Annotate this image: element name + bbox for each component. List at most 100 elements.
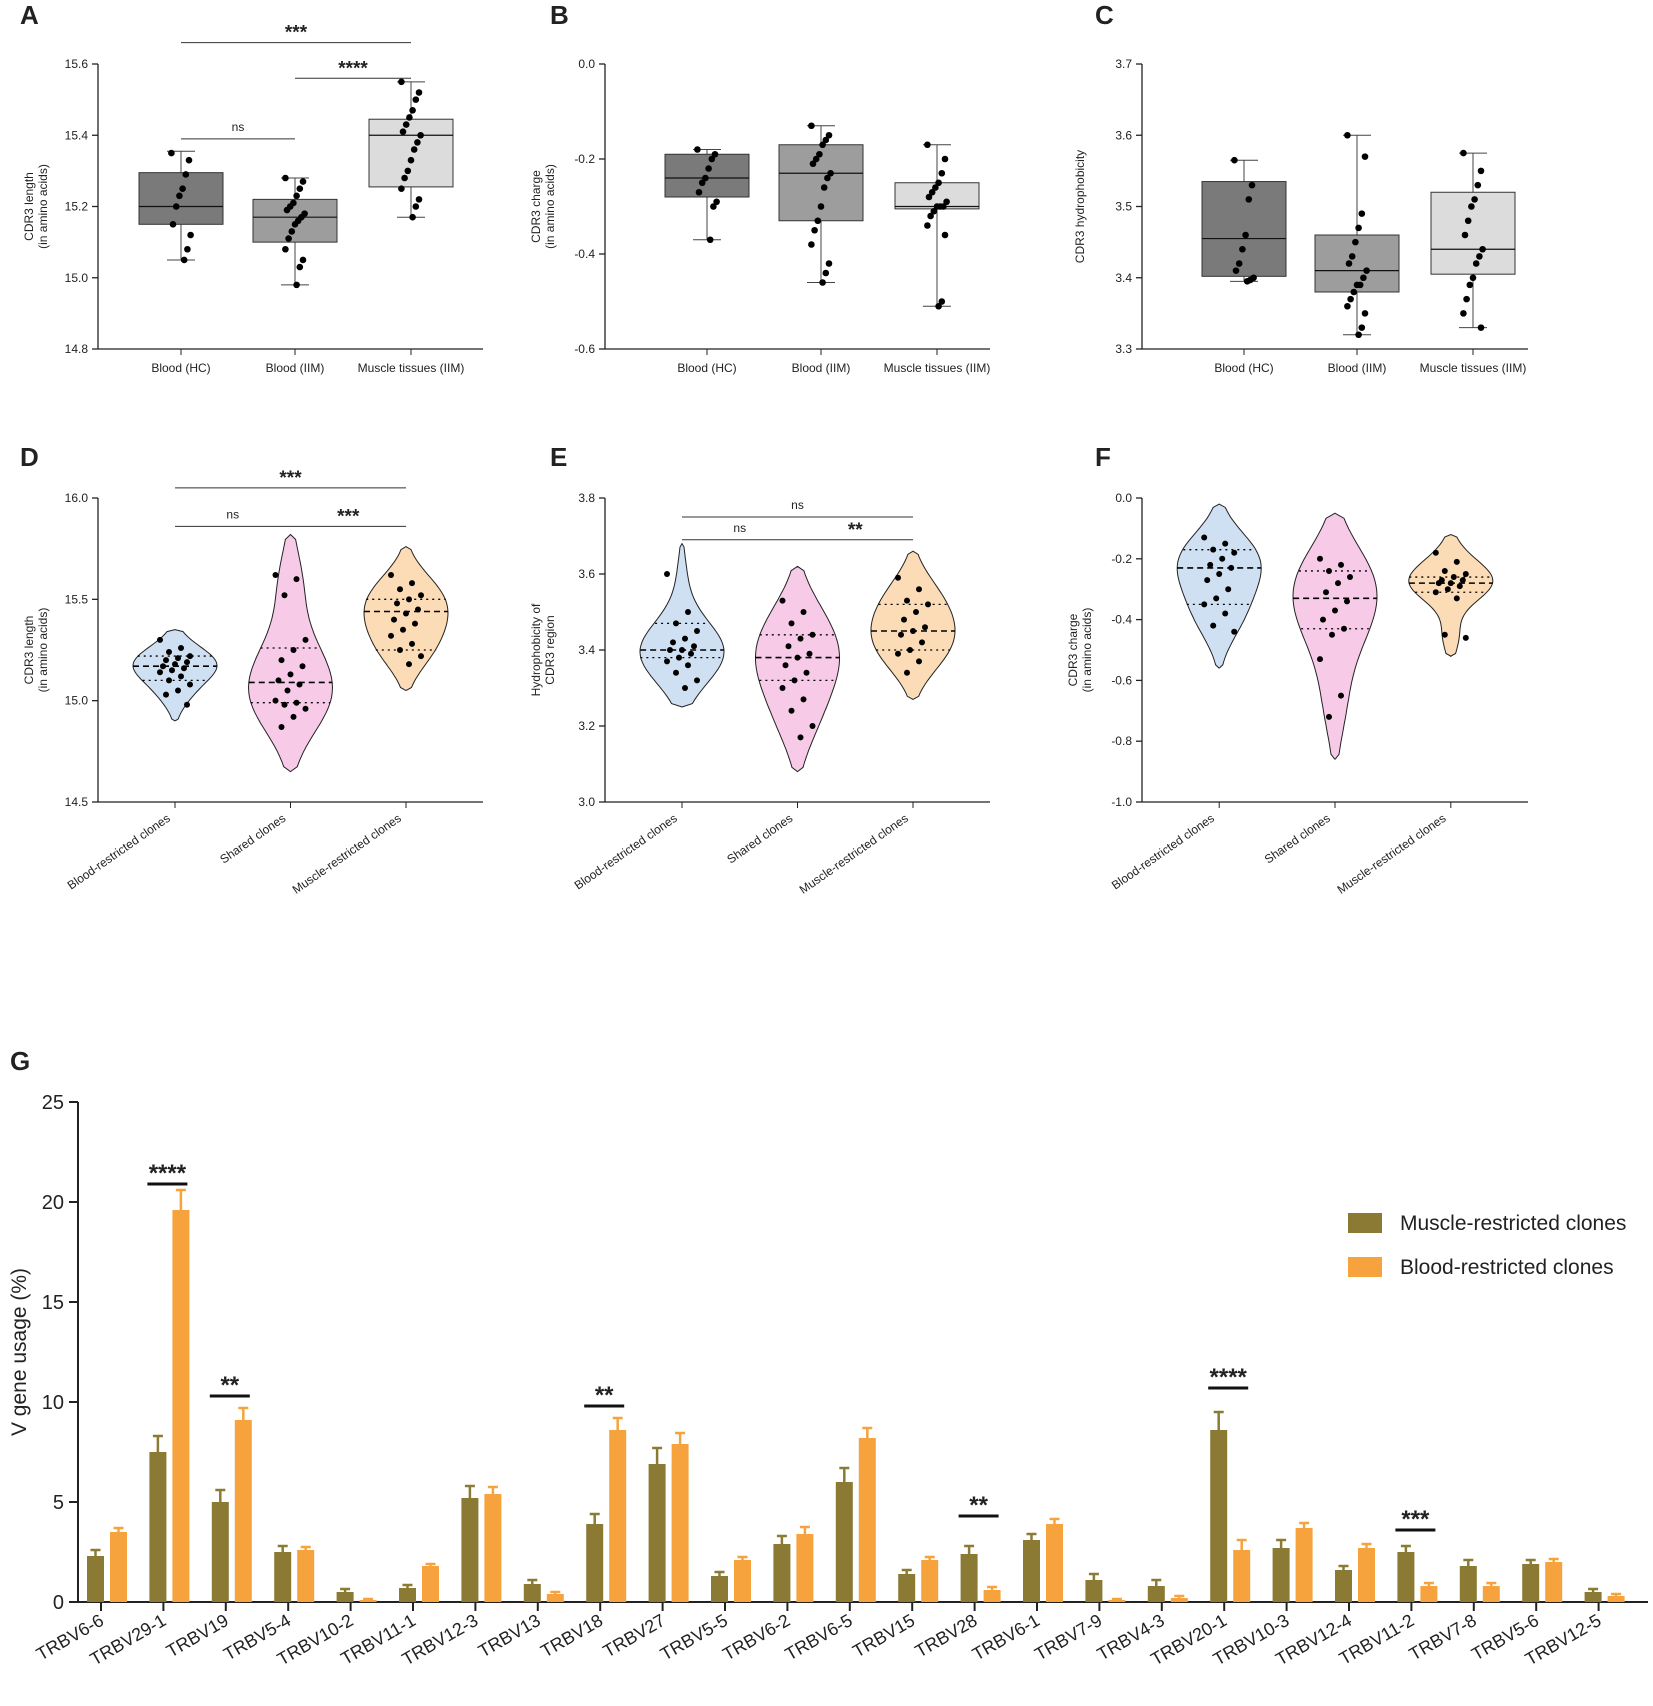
data-point xyxy=(791,677,798,684)
bar-blood xyxy=(234,1420,252,1602)
legend: Muscle-restricted clones Blood-restricted… xyxy=(1348,1212,1626,1279)
data-point xyxy=(400,626,406,633)
x-tick-label: Muscle-restricted clones xyxy=(290,811,404,897)
data-point xyxy=(673,669,679,676)
y-tick-label: -0.6 xyxy=(574,342,595,356)
y-tick-label: -0.2 xyxy=(574,152,595,166)
significance-marker: ** xyxy=(209,1372,250,1399)
data-point xyxy=(1352,238,1359,246)
bar-blood xyxy=(110,1532,127,1602)
bar-blood xyxy=(1170,1598,1188,1602)
bar-muscle xyxy=(773,1544,791,1602)
significance-label: *** xyxy=(1401,1506,1430,1533)
data-point xyxy=(676,654,682,661)
box-group xyxy=(1201,156,1287,285)
data-point xyxy=(901,616,907,623)
x-tick-label: TRBV15 xyxy=(849,1610,918,1661)
data-point xyxy=(1479,245,1486,253)
data-point xyxy=(800,696,807,703)
panel-letter: C xyxy=(1095,0,1114,30)
significance-label: ** xyxy=(595,1382,614,1409)
y-tick-label: 15.6 xyxy=(65,57,89,71)
data-point xyxy=(181,665,187,672)
y-tick-label: 14.8 xyxy=(65,342,89,356)
panel-letter: G xyxy=(10,1046,30,1076)
data-point xyxy=(404,167,412,175)
data-point xyxy=(281,701,288,708)
data-point xyxy=(682,635,688,642)
data-point xyxy=(1361,310,1369,317)
data-point xyxy=(178,673,184,680)
violin-body xyxy=(639,542,725,708)
significance-bracket: ns xyxy=(181,120,295,140)
y-tick-label: 15.0 xyxy=(65,271,89,285)
violin-group xyxy=(247,533,334,773)
data-point xyxy=(670,639,676,646)
data-point xyxy=(1344,598,1350,605)
panel-d: D 14.5 15.0 15.5 16.0 CDR3 length (in amino ac… xyxy=(20,442,483,897)
violin-body xyxy=(870,550,956,700)
box-group xyxy=(778,122,864,286)
y-tick-label: 16.0 xyxy=(65,491,89,505)
data-point xyxy=(409,213,416,221)
data-point xyxy=(925,193,933,201)
data-point xyxy=(711,150,719,158)
data-point xyxy=(1469,274,1477,282)
bar-blood xyxy=(546,1594,564,1602)
data-point xyxy=(1326,713,1332,720)
bar-muscle xyxy=(87,1556,104,1602)
bar-muscle xyxy=(898,1574,916,1602)
data-point xyxy=(1320,616,1326,623)
bar-muscle xyxy=(211,1502,229,1602)
data-point xyxy=(409,640,415,647)
legend-swatch xyxy=(1348,1257,1382,1277)
data-point xyxy=(827,169,834,177)
bar-blood xyxy=(671,1444,689,1602)
y-axis-label: CDR3 hydrophobicity xyxy=(1073,150,1087,263)
box-group xyxy=(1314,131,1400,339)
data-point xyxy=(293,192,300,200)
y-tick-label: 3.6 xyxy=(1115,128,1132,142)
panel-c: C 3.3 3.4 3.5 3.6 3.7 CDR3 hydrophobicity Blood… xyxy=(1073,0,1528,375)
data-point xyxy=(1242,231,1249,239)
data-point xyxy=(916,586,922,593)
bar-muscle xyxy=(835,1482,853,1602)
y-tick-label: 15.2 xyxy=(65,200,89,214)
data-point xyxy=(808,122,815,130)
data-point xyxy=(825,260,833,267)
data-point xyxy=(1347,295,1354,303)
x-tick-label: Shared clones xyxy=(217,811,288,866)
x-tick-label: TRBV5-5 xyxy=(657,1610,731,1664)
data-point xyxy=(932,184,939,191)
panel-e: E 3.0 3.2 3.4 3.6 3.8 Hydrophobicity of CDR3 re… xyxy=(529,442,990,897)
y-tick-label: 3.7 xyxy=(1115,57,1132,71)
data-point xyxy=(166,649,172,656)
data-point xyxy=(1466,281,1474,289)
data-point xyxy=(811,226,818,234)
significance-bracket: ** xyxy=(797,520,913,541)
bar-muscle xyxy=(960,1554,978,1602)
data-point xyxy=(812,155,820,163)
data-point xyxy=(1460,310,1467,317)
data-point xyxy=(1355,224,1362,232)
bar-blood xyxy=(359,1600,377,1602)
data-point xyxy=(182,171,190,178)
violin-group xyxy=(1292,512,1378,760)
data-point xyxy=(667,647,673,653)
bar-muscle xyxy=(1147,1586,1165,1602)
data-point xyxy=(1432,589,1439,596)
y-tick-label: 15 xyxy=(42,1292,64,1314)
data-point xyxy=(698,179,706,187)
data-point xyxy=(1332,607,1338,614)
data-point xyxy=(414,139,421,146)
data-point xyxy=(820,184,828,191)
data-point xyxy=(713,198,720,206)
data-point xyxy=(1435,580,1442,587)
box-group xyxy=(1430,149,1516,331)
y-tick-label: 3.0 xyxy=(578,795,595,809)
data-point xyxy=(925,601,931,608)
x-tick-label: TRBV28 xyxy=(912,1610,981,1661)
significance-label: ** xyxy=(220,1372,239,1399)
data-point xyxy=(1317,656,1323,663)
data-point xyxy=(1344,131,1351,139)
